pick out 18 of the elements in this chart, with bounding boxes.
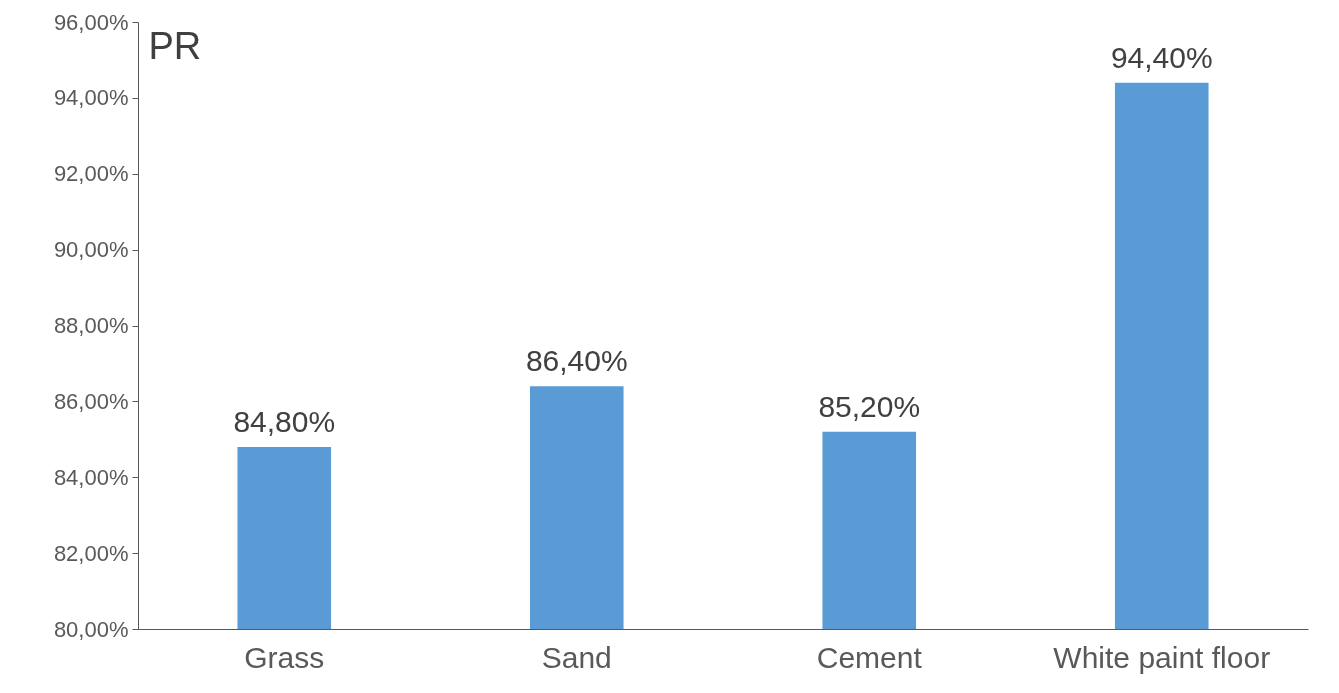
data-label: 85,20% [818,389,921,423]
y-tick-label: 84,00% [53,464,129,490]
y-tick-label: 96,00% [53,9,129,35]
x-tick-label: Cement [816,640,923,674]
x-tick-label: Grass [244,640,325,674]
chart-title: PR [148,25,202,67]
y-tick-label: 80,00% [53,616,129,642]
data-label: 94,40% [1110,40,1213,74]
y-tick-label: 82,00% [53,540,129,566]
y-tick-label: 92,00% [53,161,129,187]
data-label: 84,80% [233,404,336,438]
y-tick-label: 90,00% [53,237,129,263]
x-tick-label: White paint floor [1053,640,1271,674]
data-label: 86,40% [525,344,628,378]
y-tick-label: 86,00% [53,388,129,414]
x-tick-label: Sand [541,640,612,674]
y-tick-label: 94,00% [53,85,129,111]
y-tick-label: 88,00% [53,313,129,338]
